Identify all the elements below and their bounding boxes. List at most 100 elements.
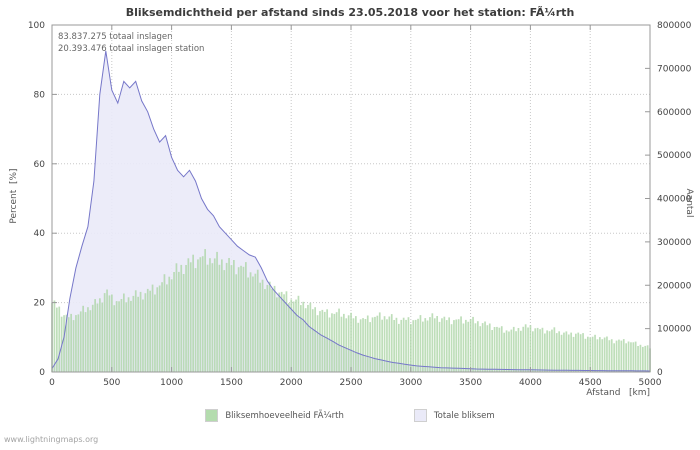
station-bar xyxy=(245,262,247,372)
station-bar xyxy=(233,260,235,372)
station-bar xyxy=(237,267,240,372)
station-bar xyxy=(555,333,558,372)
station-bar xyxy=(106,289,108,372)
annotation-total-strikes: 83.837.275 totaal inslagen xyxy=(58,32,173,42)
station-bar xyxy=(610,339,613,372)
annotations: 83.837.275 totaal inslagen 20.393.476 to… xyxy=(58,31,204,55)
station-bar xyxy=(199,257,202,372)
tick-label-bottom: 3500 xyxy=(459,378,482,388)
station-bar xyxy=(65,314,68,372)
station-bar xyxy=(216,251,218,372)
right-axis-label: Aantal xyxy=(684,188,694,218)
station-bar xyxy=(319,311,321,372)
station-bar xyxy=(544,333,546,372)
tick-label-bottom: 3000 xyxy=(399,378,422,388)
station-bar xyxy=(460,316,462,372)
station-bar xyxy=(563,332,565,372)
tick-label-right: 500000 xyxy=(657,151,692,161)
station-bar xyxy=(158,285,161,372)
station-bar xyxy=(108,295,111,372)
legend-item-station: Bliksemhoeveelheid FÃ¼rth xyxy=(205,409,344,422)
station-bar xyxy=(414,319,417,372)
station-bar xyxy=(457,319,460,372)
station-bar xyxy=(570,332,572,372)
legend-item-total: Totale bliksem xyxy=(413,409,495,422)
station-bar xyxy=(154,294,156,372)
station-bar xyxy=(424,318,427,372)
station-bar xyxy=(455,319,458,372)
station-bar xyxy=(146,288,149,372)
station-bar xyxy=(386,319,388,372)
station-bar xyxy=(182,274,185,372)
station-bar xyxy=(161,282,163,372)
tick-label-bottom: 0 xyxy=(49,378,55,388)
station-bar xyxy=(479,326,482,372)
station-bar xyxy=(264,289,266,372)
station-bar xyxy=(82,305,84,372)
station-bar xyxy=(235,274,238,372)
station-bar xyxy=(505,330,508,372)
station-bar xyxy=(512,326,515,372)
station-bar xyxy=(187,258,190,372)
station-bar xyxy=(173,272,175,372)
station-bar xyxy=(565,331,568,372)
station-bar xyxy=(314,307,316,372)
station-bar xyxy=(170,279,173,372)
legend: Bliksemhoeveelheid FÃ¼rth Totale bliksem xyxy=(0,409,700,422)
station-bar xyxy=(486,325,489,372)
station-bar xyxy=(383,316,386,372)
station-bar xyxy=(536,327,539,372)
station-bar xyxy=(508,331,510,372)
station-bar xyxy=(56,307,58,372)
station-bar xyxy=(393,320,395,372)
annotation-station-strikes: 20.393.476 totaal inslagen station xyxy=(58,44,205,54)
tick-label-left: 100 xyxy=(28,21,45,31)
station-bar xyxy=(388,316,391,372)
station-bar xyxy=(123,293,125,372)
station-bar xyxy=(378,312,381,372)
station-bar xyxy=(608,340,611,372)
station-bar xyxy=(77,314,80,372)
station-bar xyxy=(584,338,587,372)
station-bar xyxy=(522,326,525,372)
station-bar xyxy=(127,297,130,372)
station-bar xyxy=(189,262,192,372)
station-bar xyxy=(209,258,211,372)
station-bar xyxy=(96,303,99,372)
station-bar xyxy=(211,263,214,372)
station-bar xyxy=(247,277,249,372)
station-bar xyxy=(529,325,532,372)
station-bar xyxy=(429,317,431,372)
watermark: www.lightningmaps.org xyxy=(4,435,99,444)
station-bar xyxy=(115,301,118,372)
station-bar xyxy=(149,290,151,372)
station-bar xyxy=(221,259,223,372)
station-bar xyxy=(338,308,340,372)
station-bar xyxy=(467,321,470,372)
station-bar xyxy=(256,269,259,372)
station-bar xyxy=(228,258,230,372)
station-bar xyxy=(613,343,615,372)
station-bar xyxy=(118,301,120,372)
tick-label-right: 800000 xyxy=(657,21,692,31)
station-bar xyxy=(632,342,635,372)
station-bar xyxy=(134,290,137,372)
station-bar xyxy=(551,329,553,372)
station-bar xyxy=(156,287,159,372)
station-bar xyxy=(500,326,503,372)
station-bar xyxy=(252,276,254,372)
station-bar xyxy=(371,317,374,372)
legend-label-total: Totale bliksem xyxy=(433,410,495,421)
station-bar xyxy=(541,327,544,372)
station-bar xyxy=(273,285,276,372)
station-bar xyxy=(53,300,56,372)
station-bar xyxy=(620,340,623,372)
station-bar xyxy=(352,318,355,372)
station-bar xyxy=(340,316,343,372)
station-bar xyxy=(300,305,302,372)
station-bar xyxy=(323,311,326,372)
station-bar xyxy=(491,330,493,372)
tick-label-bottom: 1000 xyxy=(160,378,183,388)
station-bar xyxy=(197,259,199,372)
station-bar xyxy=(493,327,496,372)
